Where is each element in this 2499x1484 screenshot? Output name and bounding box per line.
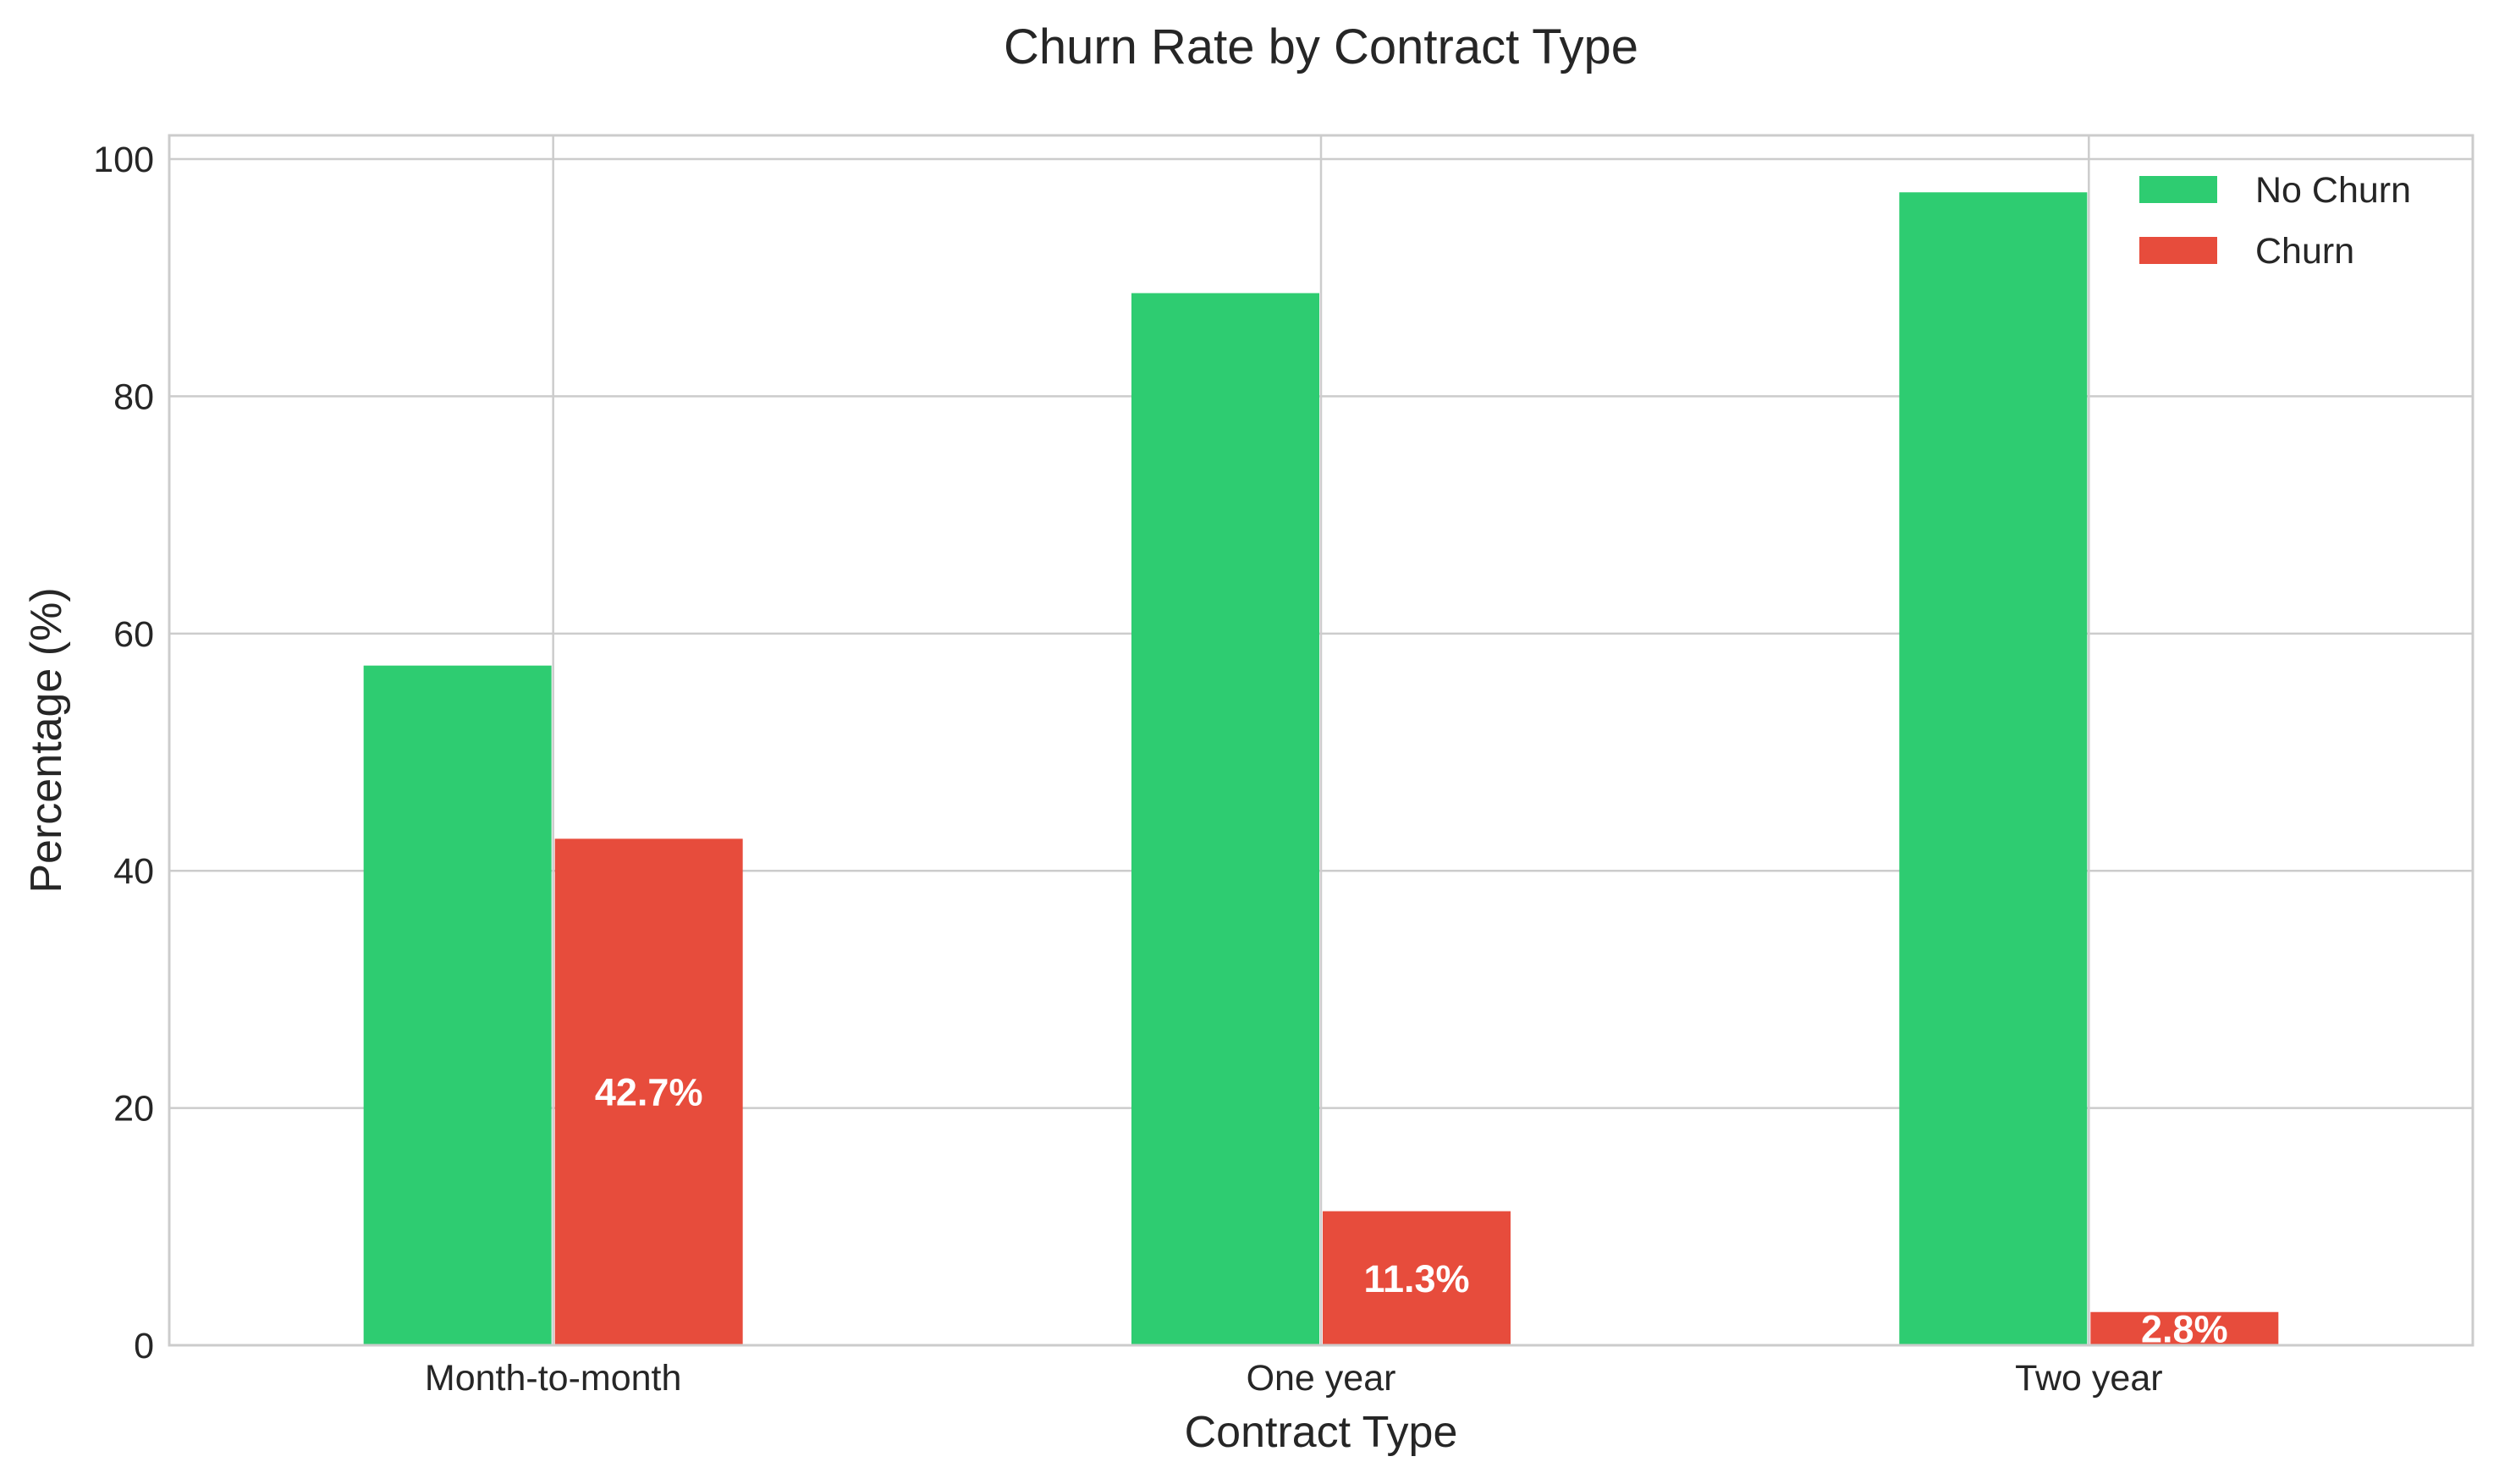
bar-no-churn [363, 665, 552, 1345]
bar-data-label: 42.7% [595, 1071, 703, 1114]
y-tick-label: 100 [93, 140, 154, 180]
bar-data-label: 2.8% [2141, 1307, 2228, 1350]
bar-churn [2090, 1311, 2279, 1345]
bar-churn [1323, 1211, 1511, 1345]
y-tick-label: 20 [113, 1089, 154, 1129]
y-tick-label: 60 [113, 614, 154, 655]
x-axis-label: Contract Type [1185, 1408, 1458, 1457]
x-tick-label: Two year [2015, 1358, 2162, 1399]
grid-layer [169, 135, 2473, 1345]
legend: No Churn Churn [2139, 170, 2411, 272]
bars-layer [363, 192, 2279, 1346]
legend-label: Churn [2255, 231, 2354, 272]
y-tick-label: 80 [113, 376, 154, 417]
y-tick-label: 40 [113, 851, 154, 892]
x-axis-ticks: Month-to-month One year Two year [425, 1358, 2163, 1399]
bar-churn [554, 838, 743, 1345]
bar-no-churn [1899, 192, 2088, 1346]
y-axis-label: Percentage (%) [22, 587, 71, 893]
bar-data-labels: 42.7% 11.3% 2.8% [595, 1071, 2228, 1351]
bar-no-churn [1131, 293, 1319, 1345]
legend-label: No Churn [2255, 170, 2411, 211]
chart-title: Churn Rate by Contract Type [1004, 19, 1638, 74]
legend-swatch [2139, 176, 2217, 203]
y-tick-label: 0 [134, 1326, 154, 1366]
legend-swatch [2139, 237, 2217, 264]
bar-data-label: 11.3% [1363, 1257, 1469, 1300]
x-tick-label: One year [1247, 1358, 1396, 1399]
x-tick-label: Month-to-month [425, 1358, 682, 1399]
plot-frame [168, 134, 2474, 1347]
y-axis-ticks: 0 20 40 60 80 100 [93, 140, 154, 1366]
